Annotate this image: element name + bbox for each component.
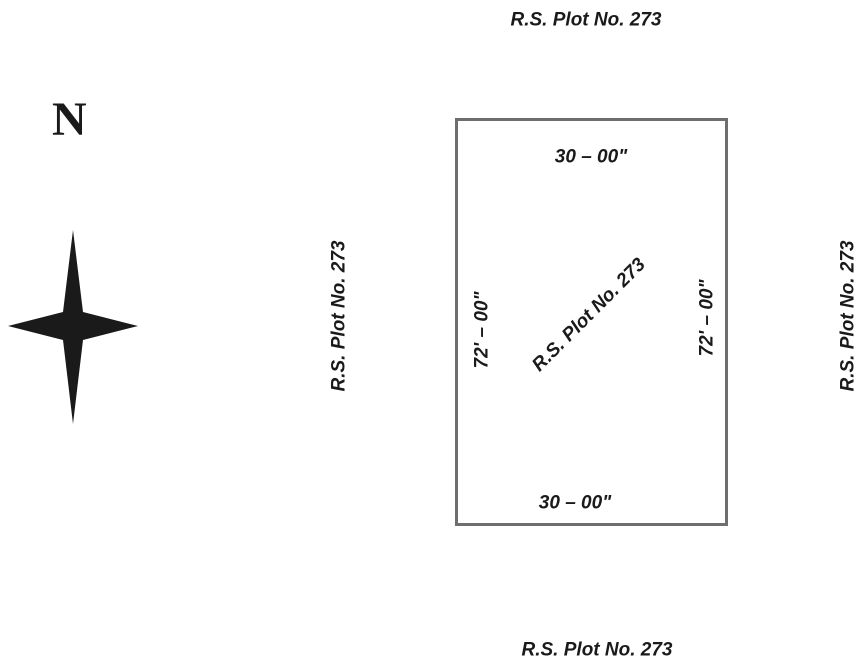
plot-top-dimension: 30 – 00" — [554, 146, 628, 168]
plot-left-dimension: 72' – 00" — [471, 291, 493, 369]
compass-star-shape — [8, 230, 138, 424]
neighbor-east-label: R.S. Plot No. 273 — [837, 240, 859, 392]
north-label: N — [52, 93, 87, 146]
neighbor-north-label: R.S. Plot No. 273 — [510, 9, 662, 31]
plot-right-dimension: 72' – 00" — [696, 279, 718, 357]
plot-bottom-dimension: 30 – 00" — [538, 492, 612, 514]
neighbor-south-label: R.S. Plot No. 273 — [521, 639, 673, 661]
plot-boundary — [455, 118, 728, 526]
neighbor-west-label: R.S. Plot No. 273 — [328, 240, 350, 392]
